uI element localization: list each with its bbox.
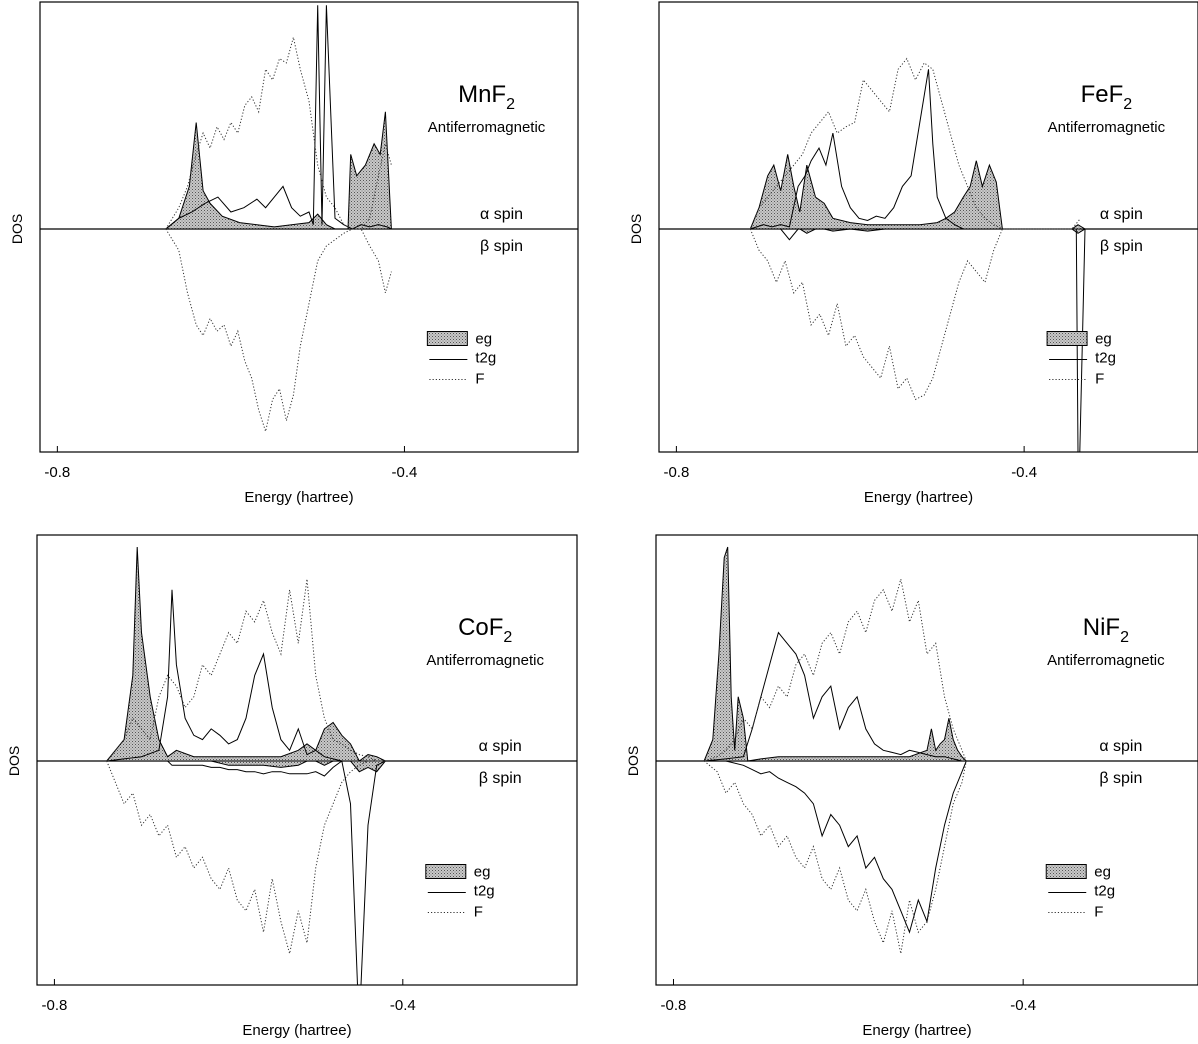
series-f-beta (165, 228, 392, 434)
plot-frame (658, 1, 1198, 453)
x-tick-label: -0.4 (1011, 464, 1037, 481)
beta-spin-label: β spin (479, 770, 522, 787)
legend-label-f: F (474, 904, 483, 921)
legend-label-t2g: t2g (474, 883, 495, 900)
legend: eg t2g F (1046, 331, 1116, 388)
beta-spin-label: β spin (1100, 238, 1143, 255)
x-tick-label: -0.8 (41, 997, 67, 1014)
alpha-spin-label: α spin (1099, 738, 1142, 755)
alpha-spin-label: α spin (480, 206, 523, 223)
dos-panel-1: -0.8 -0.4 Energy (hartree) DOS MnF2 Antiferro… (9, 1, 579, 506)
legend-label-t2g: t2g (1094, 883, 1115, 900)
legend-label-f: F (1094, 904, 1103, 921)
series-t2g-beta (106, 760, 386, 985)
plot-area (105, 546, 387, 985)
series-f-alpha (749, 57, 1081, 230)
beta-spin-label: β spin (480, 238, 523, 255)
series-eg-beta (750, 228, 1087, 234)
panel-title: FeF2 (1081, 81, 1133, 113)
dos-panel-4: -0.8 -0.4 Energy (hartree) DOS NiF2 Antiferro… (625, 534, 1198, 1039)
x-tick-label: -0.4 (392, 464, 418, 481)
plot-frame (36, 534, 578, 986)
x-axis-label: Energy (hartree) (862, 1022, 971, 1039)
legend-label-f: F (1095, 371, 1104, 388)
legend-label-eg: eg (1094, 864, 1111, 881)
panel-title: NiF2 (1083, 614, 1129, 646)
series-t2g-beta (750, 228, 1086, 452)
dos-panel-2: -0.8 -0.4 Energy (hartree) DOS FeF2 Antiferro… (628, 1, 1198, 506)
legend: eg t2g F (425, 864, 495, 921)
dos-panel-3: -0.8 -0.4 Energy (hartree) DOS CoF2 Antiferro… (6, 534, 578, 1039)
series-f-beta (703, 760, 967, 954)
legend-label-t2g: t2g (1095, 350, 1116, 367)
legend-label-eg: eg (475, 331, 492, 348)
series-t2g-alpha (106, 589, 386, 762)
series-eg-alpha (703, 546, 968, 762)
series-f-beta (106, 760, 386, 954)
x-axis-label: Energy (hartree) (242, 1022, 351, 1039)
series-t2g-beta (704, 760, 967, 934)
x-tick-label: -0.8 (44, 464, 70, 481)
panel-subtitle: Antiferromagnetic (1047, 652, 1165, 669)
alpha-spin-label: α spin (479, 738, 522, 755)
series-f-beta (749, 228, 1081, 401)
series-eg-alpha (749, 154, 1087, 230)
legend: eg t2g F (426, 331, 496, 388)
legend-swatch-eg (1045, 864, 1087, 879)
panel-subtitle: Antiferromagnetic (428, 119, 546, 136)
series-eg-alpha (164, 111, 392, 230)
x-tick-label: -0.8 (663, 464, 689, 481)
plot-frame (655, 534, 1198, 986)
series-f-alpha (165, 37, 392, 230)
beta-spin-label: β spin (1099, 770, 1142, 787)
legend-swatch-eg (425, 864, 467, 879)
panel-subtitle: Antiferromagnetic (426, 652, 544, 669)
legend-label-t2g: t2g (475, 350, 496, 367)
series-t2g-alpha (704, 631, 967, 762)
x-axis-label: Energy (hartree) (864, 489, 973, 506)
series-f-alpha (106, 579, 386, 762)
x-tick-label: -0.4 (1010, 997, 1036, 1014)
legend-label-eg: eg (1095, 331, 1112, 348)
y-axis-label: DOS (625, 746, 641, 776)
panel-title: CoF2 (458, 614, 512, 646)
legend-swatch-eg (1046, 331, 1088, 346)
y-axis-label: DOS (628, 214, 644, 244)
panel-title: MnF2 (458, 81, 515, 113)
x-tick-label: -0.4 (390, 997, 416, 1014)
plot-area (164, 5, 392, 434)
plot-area (749, 57, 1087, 452)
x-tick-label: -0.8 (661, 997, 687, 1014)
plot-frame (39, 1, 579, 453)
plot-area (703, 546, 968, 954)
legend: eg t2g F (1045, 864, 1115, 921)
alpha-spin-label: α spin (1100, 206, 1143, 223)
series-t2g-alpha (165, 5, 392, 230)
legend-swatch-eg (426, 331, 468, 346)
y-axis-label: DOS (9, 214, 25, 244)
y-axis-label: DOS (6, 746, 22, 776)
series-eg-alpha (105, 546, 386, 762)
x-axis-label: Energy (hartree) (244, 489, 353, 506)
panel-subtitle: Antiferromagnetic (1048, 119, 1166, 136)
legend-label-eg: eg (474, 864, 491, 881)
legend-label-f: F (475, 371, 484, 388)
